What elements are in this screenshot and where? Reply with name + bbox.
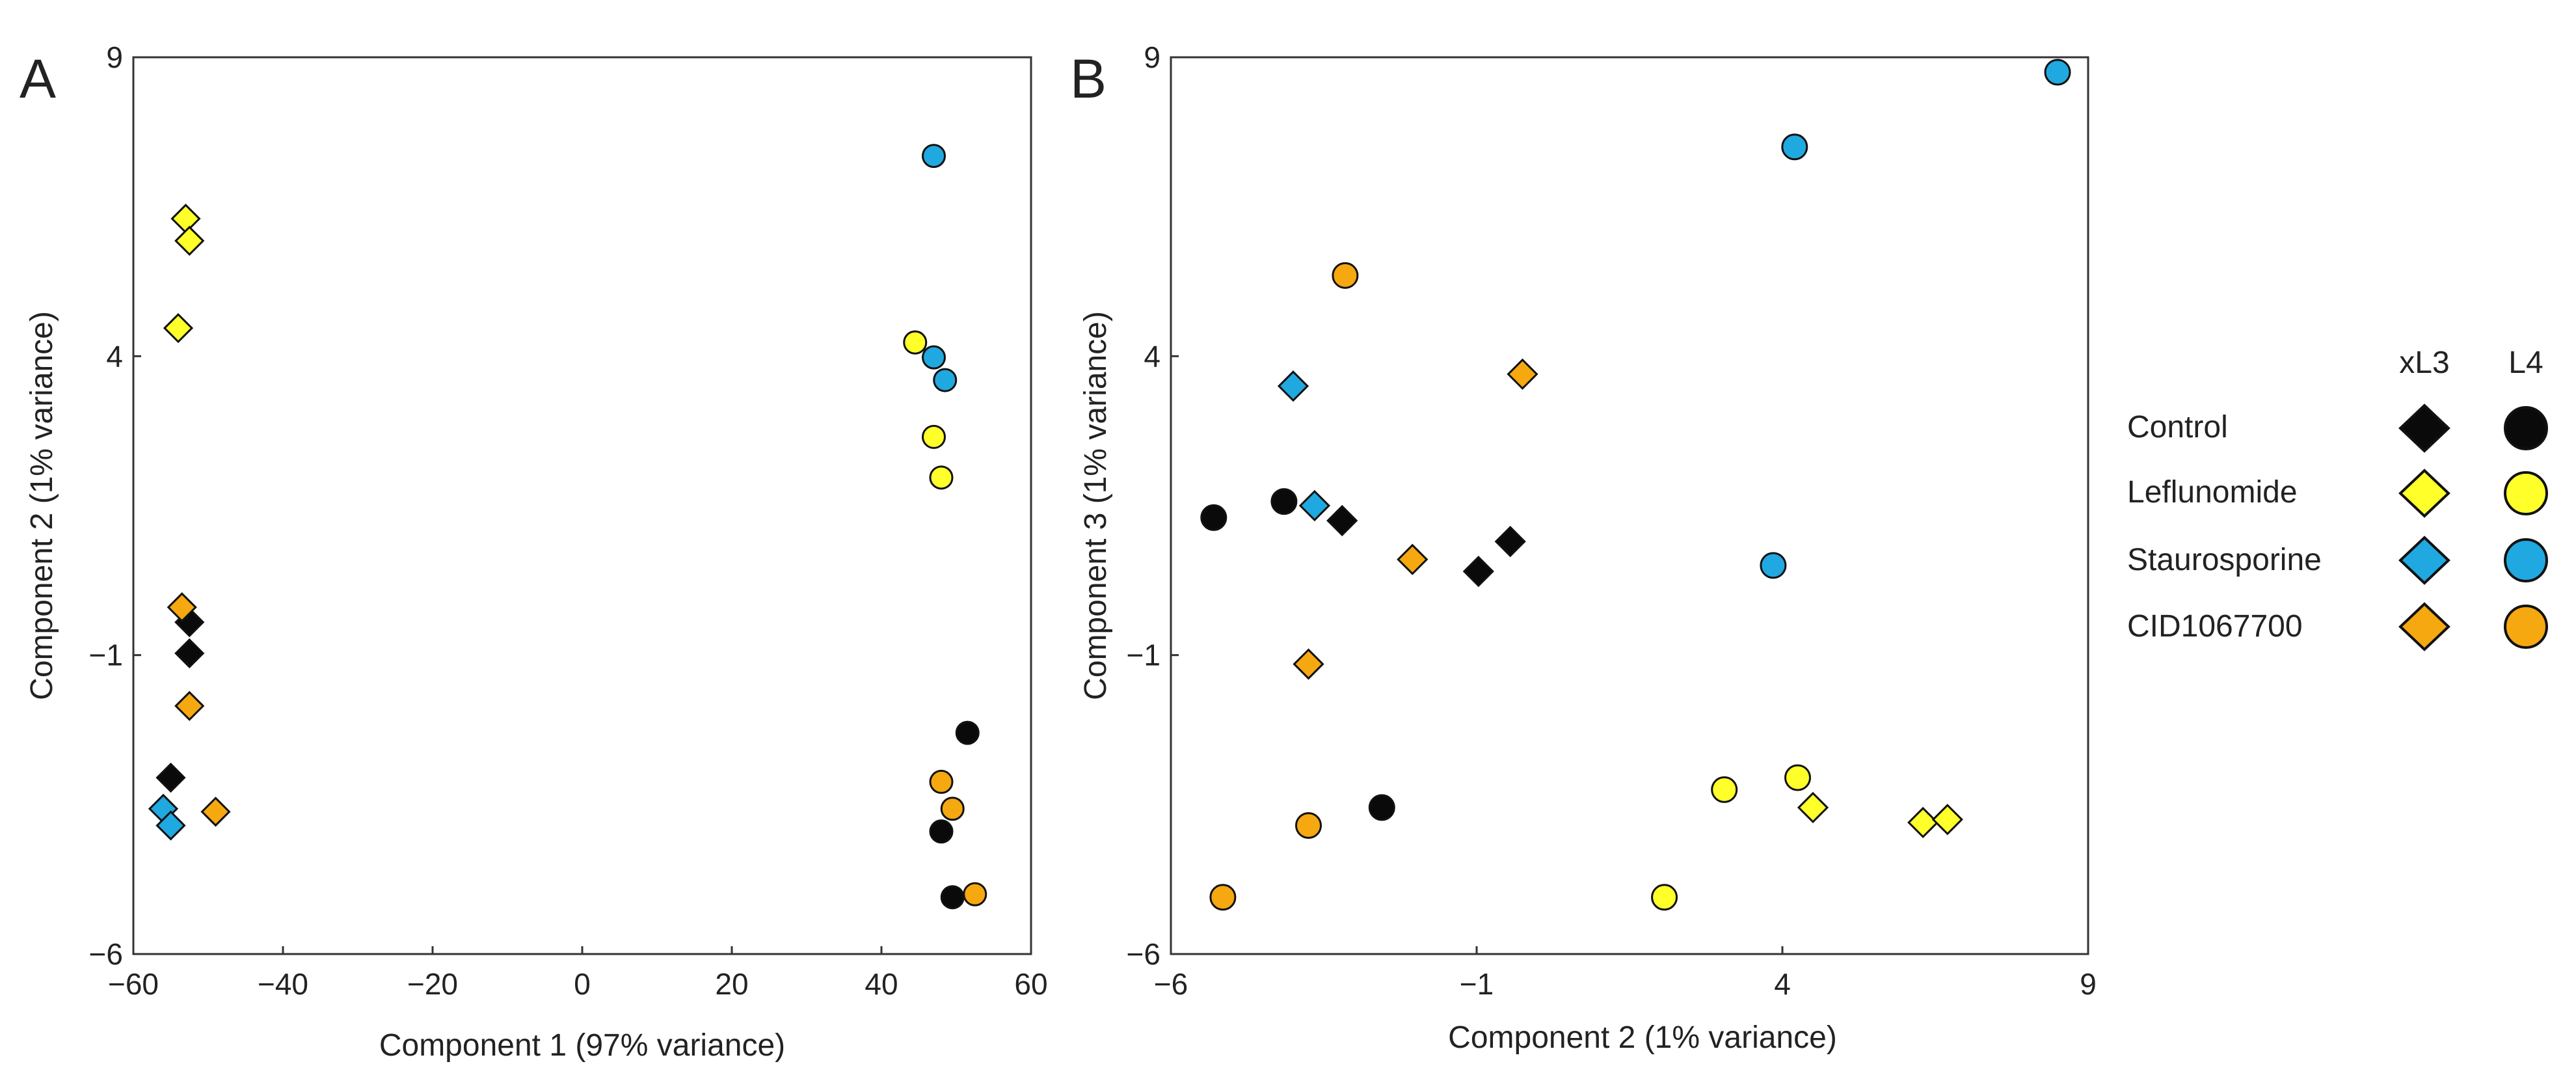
panel-b-point-leflunomide-l4 <box>1784 764 1811 791</box>
panel-a-x-tick-label: 0 <box>574 967 591 1001</box>
legend-swatch-staurosporine-circle <box>2504 538 2548 582</box>
panel-b-x-axis-label: Component 2 (1% variance) <box>1448 1020 1837 1055</box>
panel-b-point-control-xl3 <box>1494 525 1526 558</box>
panel-b-point-control-xl3 <box>1462 555 1494 588</box>
panel-a-x-tick-label: 20 <box>715 967 748 1001</box>
legend-header-xl3: xL3 <box>2399 346 2449 380</box>
panel-b: B −6 −1 4 9 −6 −1 4 9 Component 2 (1% variance)… <box>1070 40 2097 1055</box>
panel-a-x-tick-label: 40 <box>865 967 898 1001</box>
panel-a-point-control-xl3 <box>174 638 205 669</box>
panel-a-x-tick-label: 60 <box>1014 967 1047 1001</box>
legend-label-cid1067700: CID1067700 <box>2127 609 2303 644</box>
legend: xL3 L4 Control Leflunomide Staurosporine… <box>2127 346 2548 651</box>
panel-a-x-axis-label: Component 1 (97% variance) <box>379 1028 785 1063</box>
panel-b-point-staurosporine-l4 <box>2044 59 2071 86</box>
legend-header-l4: L4 <box>2508 346 2543 380</box>
panel-a-point-staurosporine-xl3 <box>155 810 186 841</box>
panel-b-y-tick-label: 4 <box>1144 339 1161 373</box>
panel-b-point-leflunomide-xl3 <box>1931 804 1963 836</box>
legend-swatch-leflunomide-diamond <box>2398 469 2450 518</box>
panel-b-label: B <box>1070 48 1107 109</box>
panel-b-point-leflunomide-l4 <box>1651 884 1678 911</box>
panel-b-point-cid1067700-xl3 <box>1507 358 1538 390</box>
panel-b-x-tick-label: −6 <box>1154 967 1188 1001</box>
legend-label-leflunomide: Leflunomide <box>2127 475 2298 510</box>
legend-label-control: Control <box>2127 410 2228 444</box>
panel-b-y-tick-label: −6 <box>1127 937 1161 971</box>
panel-a-point-leflunomide-l4 <box>903 330 928 355</box>
panel-a-point-cid1067700-l4 <box>963 882 987 907</box>
panel-a-point-leflunomide-xl3 <box>174 225 205 256</box>
legend-swatch-cid1067700-diamond <box>2398 602 2450 651</box>
panel-a-point-leflunomide-l4 <box>922 424 946 449</box>
panel-a-point-staurosporine-l4 <box>922 345 946 370</box>
panel-b-x-tick-label: 4 <box>1774 967 1791 1001</box>
panel-a-point-cid1067700-xl3 <box>200 797 231 827</box>
panel-b-point-leflunomide-l4 <box>1711 776 1738 803</box>
panel-b-x-tick-label: −1 <box>1460 967 1494 1001</box>
panel-b-point-cid1067700-xl3 <box>1397 543 1429 575</box>
panel-b-point-control-xl3 <box>1326 504 1358 537</box>
panel-b-point-cid1067700-l4 <box>1332 262 1359 289</box>
panel-a-y-tick-label: −1 <box>89 638 123 672</box>
panel-a-y-tick-label: 9 <box>106 40 123 74</box>
panel-a-point-control-l4 <box>940 885 965 910</box>
panel-b-point-control-l4 <box>1270 488 1298 515</box>
panel-a: A −60 −40 −20 0 20 40 60 −6 −1 4 9 Component 1 (97… <box>20 40 1048 1063</box>
panel-a-point-control-xl3 <box>155 762 186 793</box>
panel-a-y-tick-label: −6 <box>89 937 123 971</box>
panel-a-point-control-l4 <box>955 720 980 745</box>
panel-b-point-control-l4 <box>1368 794 1395 821</box>
panel-a-point-cid1067700-xl3 <box>167 592 197 623</box>
panel-a-y-tick-label: 4 <box>106 339 123 373</box>
panel-a-point-leflunomide-xl3 <box>170 203 201 234</box>
panel-b-point-leflunomide-xl3 <box>1797 791 1829 824</box>
panel-a-point-staurosporine-l4 <box>933 368 958 392</box>
legend-label-staurosporine: Staurosporine <box>2127 543 2322 577</box>
panel-b-point-cid1067700-l4 <box>1209 884 1237 911</box>
panel-b-y-tick-label: 9 <box>1144 40 1161 74</box>
panel-b-point-cid1067700-xl3 <box>1293 648 1324 680</box>
legend-swatch-staurosporine-diamond <box>2398 536 2450 585</box>
panel-a-point-control-l4 <box>929 819 954 844</box>
legend-swatch-cid1067700-circle <box>2504 605 2548 649</box>
panel-a-point-cid1067700-l4 <box>929 769 954 794</box>
panel-b-point-leflunomide-xl3 <box>1907 806 1939 839</box>
panel-b-point-staurosporine-xl3 <box>1277 370 1309 402</box>
panel-b-point-staurosporine-l4 <box>1760 552 1787 579</box>
panel-b-point-cid1067700-l4 <box>1295 812 1322 839</box>
panel-a-x-tick-label: −20 <box>407 967 458 1001</box>
panel-a-point-leflunomide-xl3 <box>163 313 194 344</box>
panel-b-plot-frame <box>1170 56 2089 955</box>
panel-a-point-cid1067700-xl3 <box>174 690 205 721</box>
panel-a-x-tick-label: −40 <box>258 967 308 1001</box>
panel-b-point-staurosporine-xl3 <box>1298 489 1331 522</box>
panel-b-point-staurosporine-l4 <box>1781 133 1808 161</box>
panel-b-y-tick-label: −1 <box>1127 638 1161 672</box>
panel-a-y-axis-label: Component 2 (1% variance) <box>25 311 59 700</box>
legend-swatch-control-circle <box>2504 406 2548 450</box>
panel-b-x-tick-label: 9 <box>2080 967 2097 1001</box>
panel-a-label: A <box>20 48 56 109</box>
panel-b-y-axis-label: Component 3 (1% variance) <box>1079 311 1113 700</box>
legend-swatch-leflunomide-circle <box>2504 471 2548 515</box>
panel-a-point-staurosporine-l4 <box>922 144 946 169</box>
legend-swatch-control-diamond <box>2398 403 2450 453</box>
panel-a-point-leflunomide-l4 <box>929 465 954 490</box>
panel-a-point-cid1067700-l4 <box>940 797 965 821</box>
panel-a-x-tick-label: −60 <box>108 967 159 1001</box>
panel-a-plot-frame <box>132 56 1032 955</box>
panel-b-point-control-l4 <box>1200 504 1228 531</box>
